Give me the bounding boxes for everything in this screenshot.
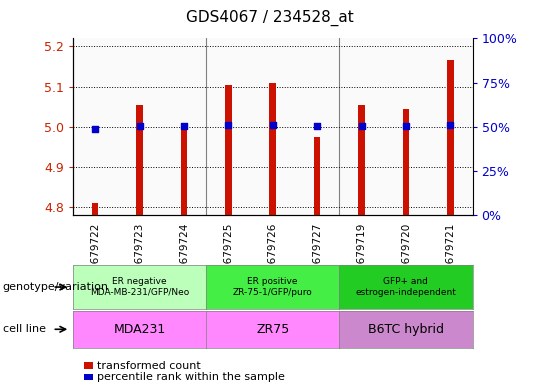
Bar (403, 109, 409, 215)
Text: ZR75: ZR75 (256, 323, 289, 336)
Text: transformed count: transformed count (97, 361, 201, 371)
Bar (225, 84, 232, 215)
Text: MDA231: MDA231 (113, 323, 166, 336)
Point (135, 123, 144, 129)
Bar (295, 38, 339, 215)
Point (180, 123, 188, 129)
Text: ER positive
ZR-75-1/GFP/puro: ER positive ZR-75-1/GFP/puro (233, 277, 313, 297)
Bar (206, 38, 251, 215)
Point (224, 122, 233, 128)
Text: GFP+ and
estrogen-independent: GFP+ and estrogen-independent (355, 277, 456, 297)
Bar (161, 38, 206, 215)
Bar (269, 83, 276, 215)
Text: ER negative
MDA-MB-231/GFP/Neo: ER negative MDA-MB-231/GFP/Neo (90, 277, 189, 297)
Bar (339, 38, 384, 215)
Bar (136, 105, 143, 215)
Bar (117, 38, 161, 215)
Point (313, 123, 321, 129)
Bar (180, 123, 187, 215)
Text: genotype/variation: genotype/variation (3, 282, 109, 292)
Text: B6TC hybrid: B6TC hybrid (368, 323, 444, 336)
Point (402, 123, 410, 129)
Bar (84, 362, 93, 369)
Text: cell line: cell line (3, 324, 46, 334)
Point (357, 123, 366, 129)
Bar (428, 38, 472, 215)
Bar (84, 374, 93, 380)
Point (268, 122, 277, 128)
Bar (447, 61, 454, 215)
Point (91, 126, 99, 132)
Bar (251, 38, 295, 215)
Bar (384, 38, 428, 215)
Text: GDS4067 / 234528_at: GDS4067 / 234528_at (186, 10, 354, 26)
Bar (358, 105, 365, 215)
Point (446, 122, 455, 128)
Bar (92, 203, 98, 215)
Bar (73, 38, 117, 215)
Text: percentile rank within the sample: percentile rank within the sample (97, 372, 285, 382)
Bar (314, 137, 320, 215)
